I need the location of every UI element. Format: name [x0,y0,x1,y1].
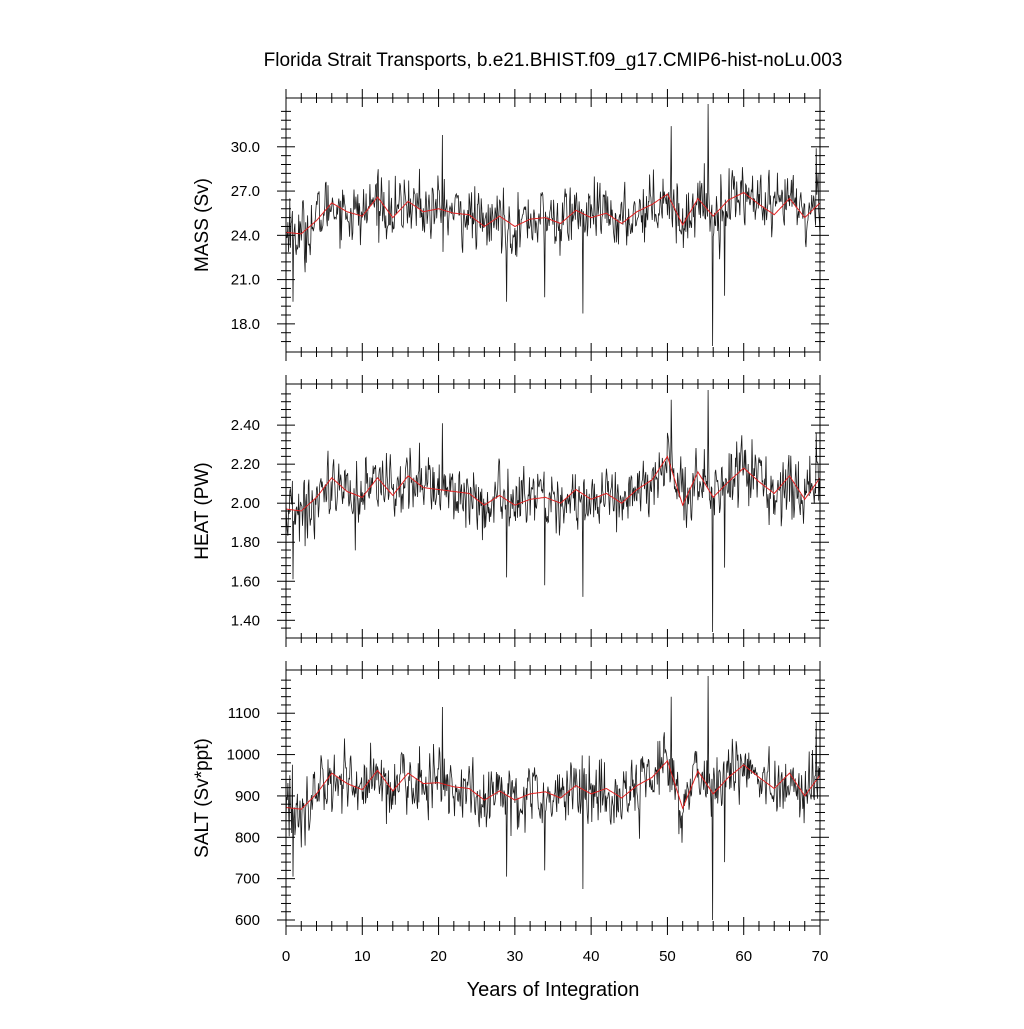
panel-3: 600 700 800 900 1000 1100 SALT (Sv*ppt) 0 10 20 30… [192,661,829,965]
raw-series-line-3 [285,675,821,921]
plot-frame-3 [285,669,821,927]
y-axis-label: MASS (Sv) [192,178,213,272]
y-axis-label: SALT (Sv*ppt) [192,738,213,858]
y-tick-label: 30.0 [231,139,260,156]
x-tick-label: 10 [354,948,371,965]
y-tick-label: 2.00 [231,495,260,512]
y-tick-label: 1.80 [231,534,260,551]
plot-frame-1 [285,97,821,353]
panel-1: 18.0 21.0 24.0 27.0 30.0 MASS (Sv) [192,89,829,361]
x-tick-label: 30 [507,948,524,965]
y-axis-label: HEAT (PW) [192,462,213,559]
y-tick-label: 24.0 [231,227,260,244]
x-tick-label: 70 [812,948,829,965]
x-tick-label: 0 [282,948,290,965]
smoothed-series-line-2 [285,455,821,512]
plot-frame-2 [285,383,821,639]
y-tick-label: 1.60 [231,573,260,590]
panel-2: 1.40 1.60 1.80 2.00 2.20 2.40 HEAT (PW) [192,375,829,647]
raw-series-line-2 [285,389,821,633]
panels: 18.0 21.0 24.0 27.0 30.0 MASS (Sv) 1.40 1.60 1.8… [192,89,829,965]
x-tick-label: 20 [430,948,447,965]
y-tick-label: 800 [235,829,260,846]
raw-series-line-1 [285,103,821,347]
x-tick-label: 60 [735,948,752,965]
y-tick-label: 1000 [227,747,260,764]
y-tick-label: 700 [235,871,260,888]
y-tick-label: 18.0 [231,316,260,333]
y-tick-label: 21.0 [231,272,260,289]
x-tick-label: 40 [583,948,600,965]
x-tick-label: 50 [659,948,676,965]
y-tick-label: 2.20 [231,456,260,473]
x-axis-label: Years of Integration [467,979,640,1001]
chart-title: Florida Strait Transports, b.e21.BHIST.f… [264,50,843,71]
y-tick-label: 27.0 [231,183,260,200]
smoothed-series-line-3 [285,759,821,810]
y-tick-label: 2.40 [231,417,260,434]
y-tick-label: 1.40 [231,612,260,629]
y-tick-label: 600 [235,912,260,929]
y-tick-label: 1100 [228,705,260,722]
y-tick-label: 900 [235,788,260,805]
smoothed-series-line-1 [285,191,821,235]
